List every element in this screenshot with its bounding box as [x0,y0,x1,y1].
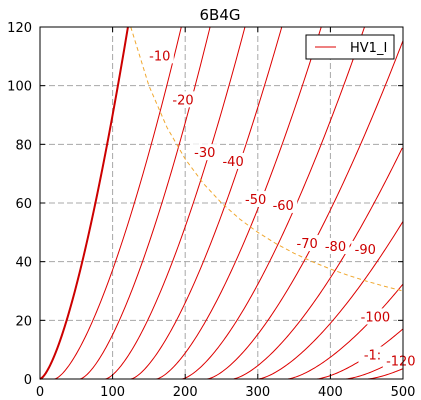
curve-label-bg [293,235,322,252]
grid-curve-130v [366,368,404,380]
y-tick-label: 20 [15,314,32,329]
grid-curve-30v [105,26,246,380]
grid-curve-100v [286,283,404,380]
curve-label: -90 [355,243,376,258]
curve-label: -1: [364,349,381,364]
x-tick-label: 0 [36,385,44,400]
curve-label: -20 [172,93,193,108]
curve-label-bg [358,346,387,363]
curve-label: -40 [222,155,243,170]
x-tick-label: 300 [245,385,270,400]
grid-curve-80v [232,147,403,380]
dissipation-line [130,26,404,292]
curve-labels: -10 -20 -30 -40 -50 -60 -70 -80 -90 -100 -1: -120 [145,47,419,369]
grid-curve-10v [54,26,182,380]
grid-curve-70v [206,40,404,380]
curve-label: -100 [361,310,391,325]
curve-label-bg [145,47,174,64]
y-tick-label: 100 [7,80,32,95]
curve-label: -30 [194,146,215,161]
y-tick-label: 120 [7,21,32,36]
curve-label: -50 [245,193,266,208]
curve-label-bg [241,191,270,208]
curve-label: -120 [386,354,416,369]
max-dissipation-curve [130,26,404,292]
y-tick-label: 40 [15,256,32,271]
curve-label-bg [269,196,298,213]
grid-curve-0v [39,26,129,380]
curve-label-bg [382,352,419,369]
curve-label: -70 [297,237,318,252]
grid-curve-90v [257,221,404,380]
y-tick-label: 60 [15,197,32,212]
y-tick-label: 80 [15,138,32,153]
grid-curve-60v [181,26,365,380]
curve-label-bg [190,144,219,161]
x-tick-label: 200 [173,385,198,400]
legend-entry: HV1_I [350,41,387,56]
grid-curve-40v [130,26,283,380]
curve-label: -10 [149,49,170,64]
curve-label-bg [169,91,198,108]
grid-curve-50v [156,26,322,380]
x-tick-label: 400 [318,385,343,400]
grid [40,27,403,379]
curve-label-bg [321,238,350,254]
curves [39,26,404,380]
curve-label-bg [351,240,380,257]
y-tick-label: 0 [24,373,32,388]
curve-label: -60 [273,199,294,214]
x-tick-label: 500 [391,385,416,400]
legend: HV1_I [305,34,395,60]
axis-ticks: 0 100 200 300 400 500 0 20 40 60 80 100 120 [7,21,415,400]
grid-curve-20v [79,26,211,380]
curve-label: -80 [325,240,346,255]
x-tick-label: 100 [100,385,125,400]
chart-title: 6B4G [199,6,240,24]
curve-label-bg [219,152,248,169]
curve-label-bg [357,308,394,325]
